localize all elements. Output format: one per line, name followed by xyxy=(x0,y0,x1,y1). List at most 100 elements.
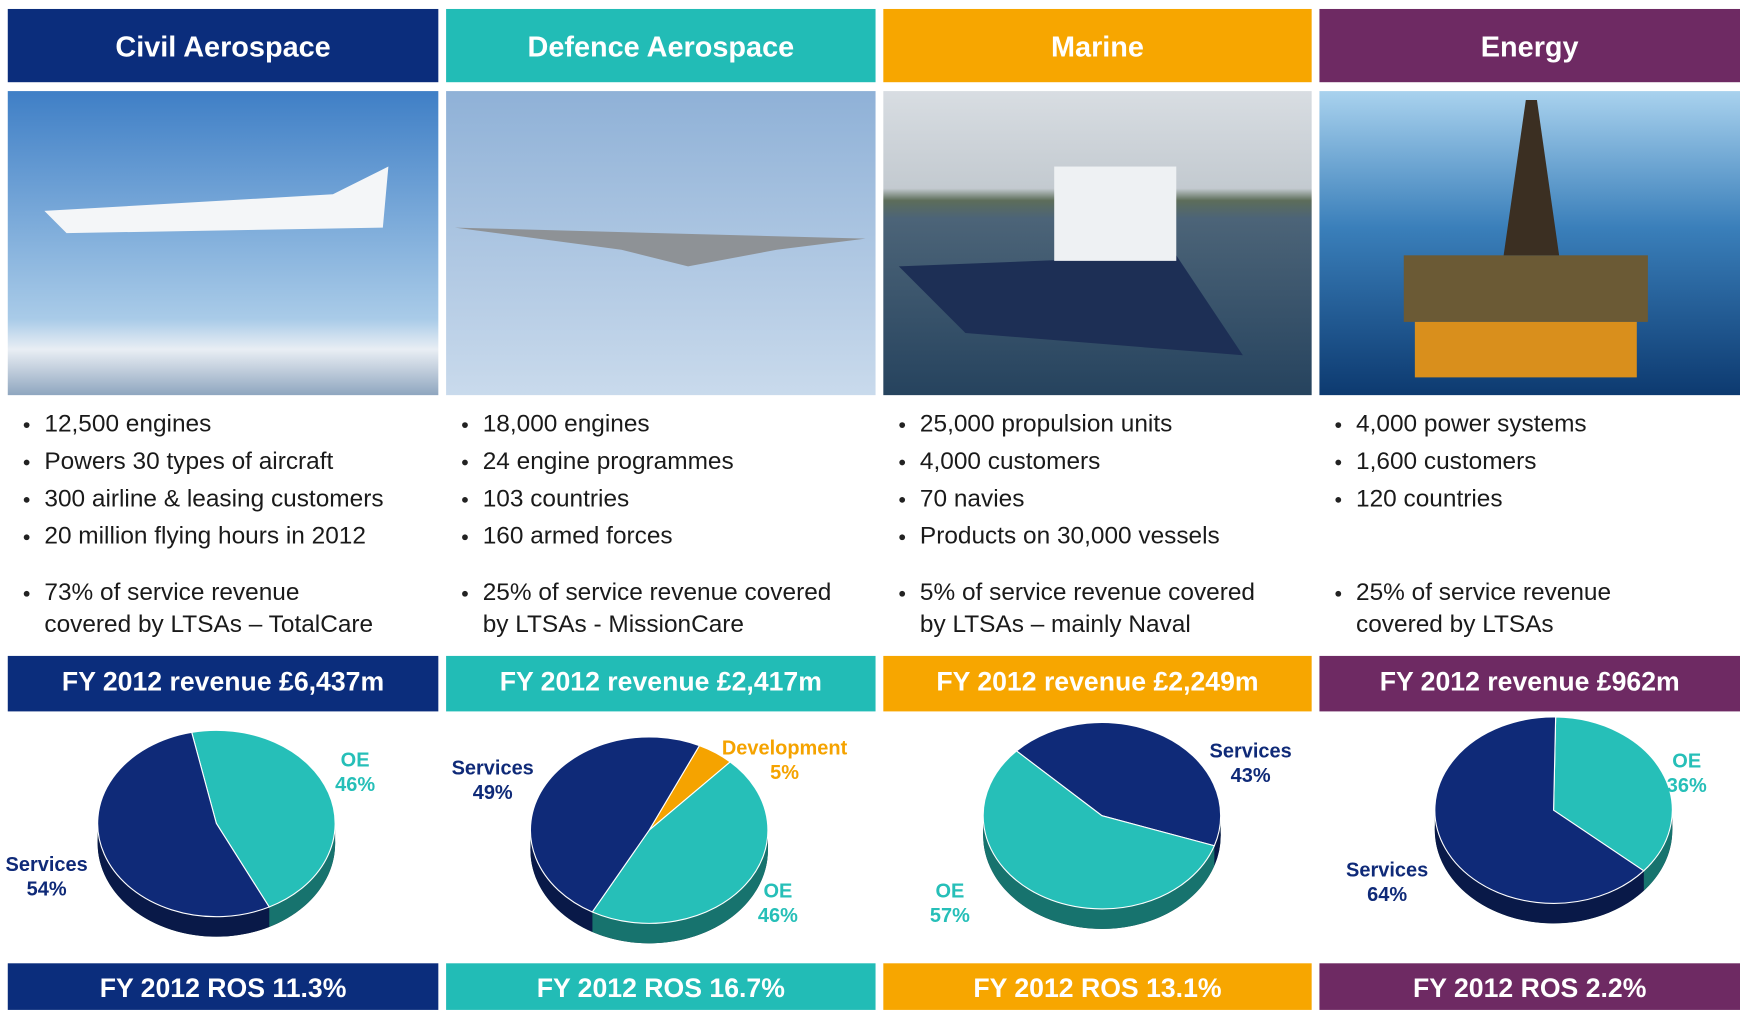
bullet-dot xyxy=(23,459,30,466)
slice-percent: 5% xyxy=(770,762,799,784)
slice-name: Services xyxy=(6,854,88,876)
slice-name: Services xyxy=(1210,741,1292,763)
ros-text: FY 2012 ROS 11.3% xyxy=(100,973,347,1003)
pie-side xyxy=(592,761,768,944)
ros-bar xyxy=(1319,963,1740,1010)
slice-percent: 54% xyxy=(27,878,67,900)
pie-slice xyxy=(1015,721,1222,847)
photo-ship xyxy=(1054,166,1177,261)
ros-text: FY 2012 ROS 13.1% xyxy=(973,973,1221,1003)
slice-name: OE xyxy=(935,881,964,903)
slice-name: Services xyxy=(452,757,534,779)
header-title: Civil Aerospace xyxy=(115,32,330,64)
photo xyxy=(7,91,439,396)
bullet-text: 18,000 engines xyxy=(483,411,650,438)
slice-percent: 36% xyxy=(1667,775,1707,797)
pie-slice xyxy=(982,750,1216,910)
ltsa-text: covered by LTSAs – TotalCare xyxy=(44,611,373,638)
header-bar xyxy=(7,8,439,83)
bullet-text: Products on 30,000 vessels xyxy=(920,523,1220,550)
bullet-text: 20 million flying hours in 2012 xyxy=(44,523,366,550)
slice-percent: 57% xyxy=(930,905,970,927)
ros-bar xyxy=(446,963,876,1010)
header-bar xyxy=(883,8,1312,83)
slice-percent: 43% xyxy=(1231,765,1271,787)
bullet-dot xyxy=(23,422,30,428)
ros-bar xyxy=(7,963,439,1010)
photo-rig xyxy=(1414,321,1637,378)
bullet-dot xyxy=(462,590,468,597)
bullet-text: 4,000 customers xyxy=(920,448,1100,475)
bullet-text: Powers 30 types of aircraft xyxy=(44,448,333,475)
bullet-dot xyxy=(23,590,30,597)
bullet-dot xyxy=(899,590,906,597)
revenue-bar xyxy=(446,655,876,712)
bullet-text: 12,500 engines xyxy=(44,411,211,438)
bullet-dot xyxy=(23,497,30,503)
ltsa-text: 25% of service revenue covered xyxy=(483,579,832,606)
bullet-text: 120 countries xyxy=(1356,485,1503,512)
pie-side xyxy=(97,732,270,937)
bullet-text: 25,000 propulsion units xyxy=(920,411,1172,438)
bullet-dot xyxy=(899,497,906,503)
slice-name: Services xyxy=(1346,859,1428,881)
pie-slice xyxy=(191,729,336,908)
header-title: Energy xyxy=(1481,32,1579,64)
ltsa-text: covered by LTSAs xyxy=(1356,611,1554,638)
bullet-dot xyxy=(1335,459,1342,466)
revenue-text: FY 2012 revenue £962m xyxy=(1380,667,1680,697)
ros-bar xyxy=(883,963,1312,1010)
ltsa-text: by LTSAs – mainly Naval xyxy=(920,611,1191,638)
pie-side xyxy=(1434,716,1644,924)
pie-slice xyxy=(1553,716,1673,872)
bullet-text: 1,600 customers xyxy=(1356,448,1536,475)
bullet-dot xyxy=(462,497,468,503)
bullet-dot xyxy=(899,422,906,428)
bullet-dot xyxy=(462,422,468,428)
bullet-text: 24 engine programmes xyxy=(483,448,734,475)
pie-slice xyxy=(529,736,701,913)
bullet-dot xyxy=(1335,590,1342,597)
bullet-text: 70 navies xyxy=(920,485,1024,512)
pie-slice xyxy=(591,761,769,924)
bullet-dot xyxy=(899,459,906,466)
revenue-text: FY 2012 revenue £2,417m xyxy=(500,667,822,697)
ros-text: FY 2012 ROS 16.7% xyxy=(537,973,785,1003)
header-title: Marine xyxy=(1051,32,1144,64)
bullet-dot xyxy=(1335,422,1342,428)
photo-rig xyxy=(1403,255,1648,322)
ltsa-text: 25% of service revenue xyxy=(1356,579,1611,606)
pie-slice xyxy=(1434,716,1645,904)
bullet-text: 103 countries xyxy=(483,485,630,512)
photos xyxy=(7,91,1740,396)
slice-name: OE xyxy=(1672,751,1701,773)
bullet-dot xyxy=(899,534,906,541)
bullet-text: 160 armed forces xyxy=(483,523,673,550)
bullet-dot xyxy=(462,534,468,541)
revenue-text: FY 2012 revenue £6,437m xyxy=(62,667,384,697)
ltsa-text: 5% of service revenue covered xyxy=(920,579,1255,606)
slice-name: Development xyxy=(722,737,848,759)
bullet-dot xyxy=(1335,497,1342,503)
slice-percent: 46% xyxy=(758,905,798,927)
bullet-dot xyxy=(462,459,468,466)
header-title: Defence Aerospace xyxy=(527,32,794,64)
slice-percent: 49% xyxy=(473,782,513,804)
photo-ship xyxy=(898,255,1243,356)
ltsa-text: 73% of service revenue xyxy=(44,579,299,606)
photo-aircraft xyxy=(454,227,866,267)
header-bar xyxy=(1319,8,1740,83)
bullet-text: 300 airline & leasing customers xyxy=(44,485,383,512)
header-bar xyxy=(446,8,876,83)
ros-text: FY 2012 ROS 2.2% xyxy=(1413,973,1646,1003)
bullet-dot xyxy=(23,534,30,541)
revenue-bar xyxy=(7,655,439,712)
revenue-bar xyxy=(883,655,1312,712)
slice-name: OE xyxy=(341,750,370,772)
slice-percent: 64% xyxy=(1367,884,1407,906)
slice-percent: 46% xyxy=(335,774,375,796)
